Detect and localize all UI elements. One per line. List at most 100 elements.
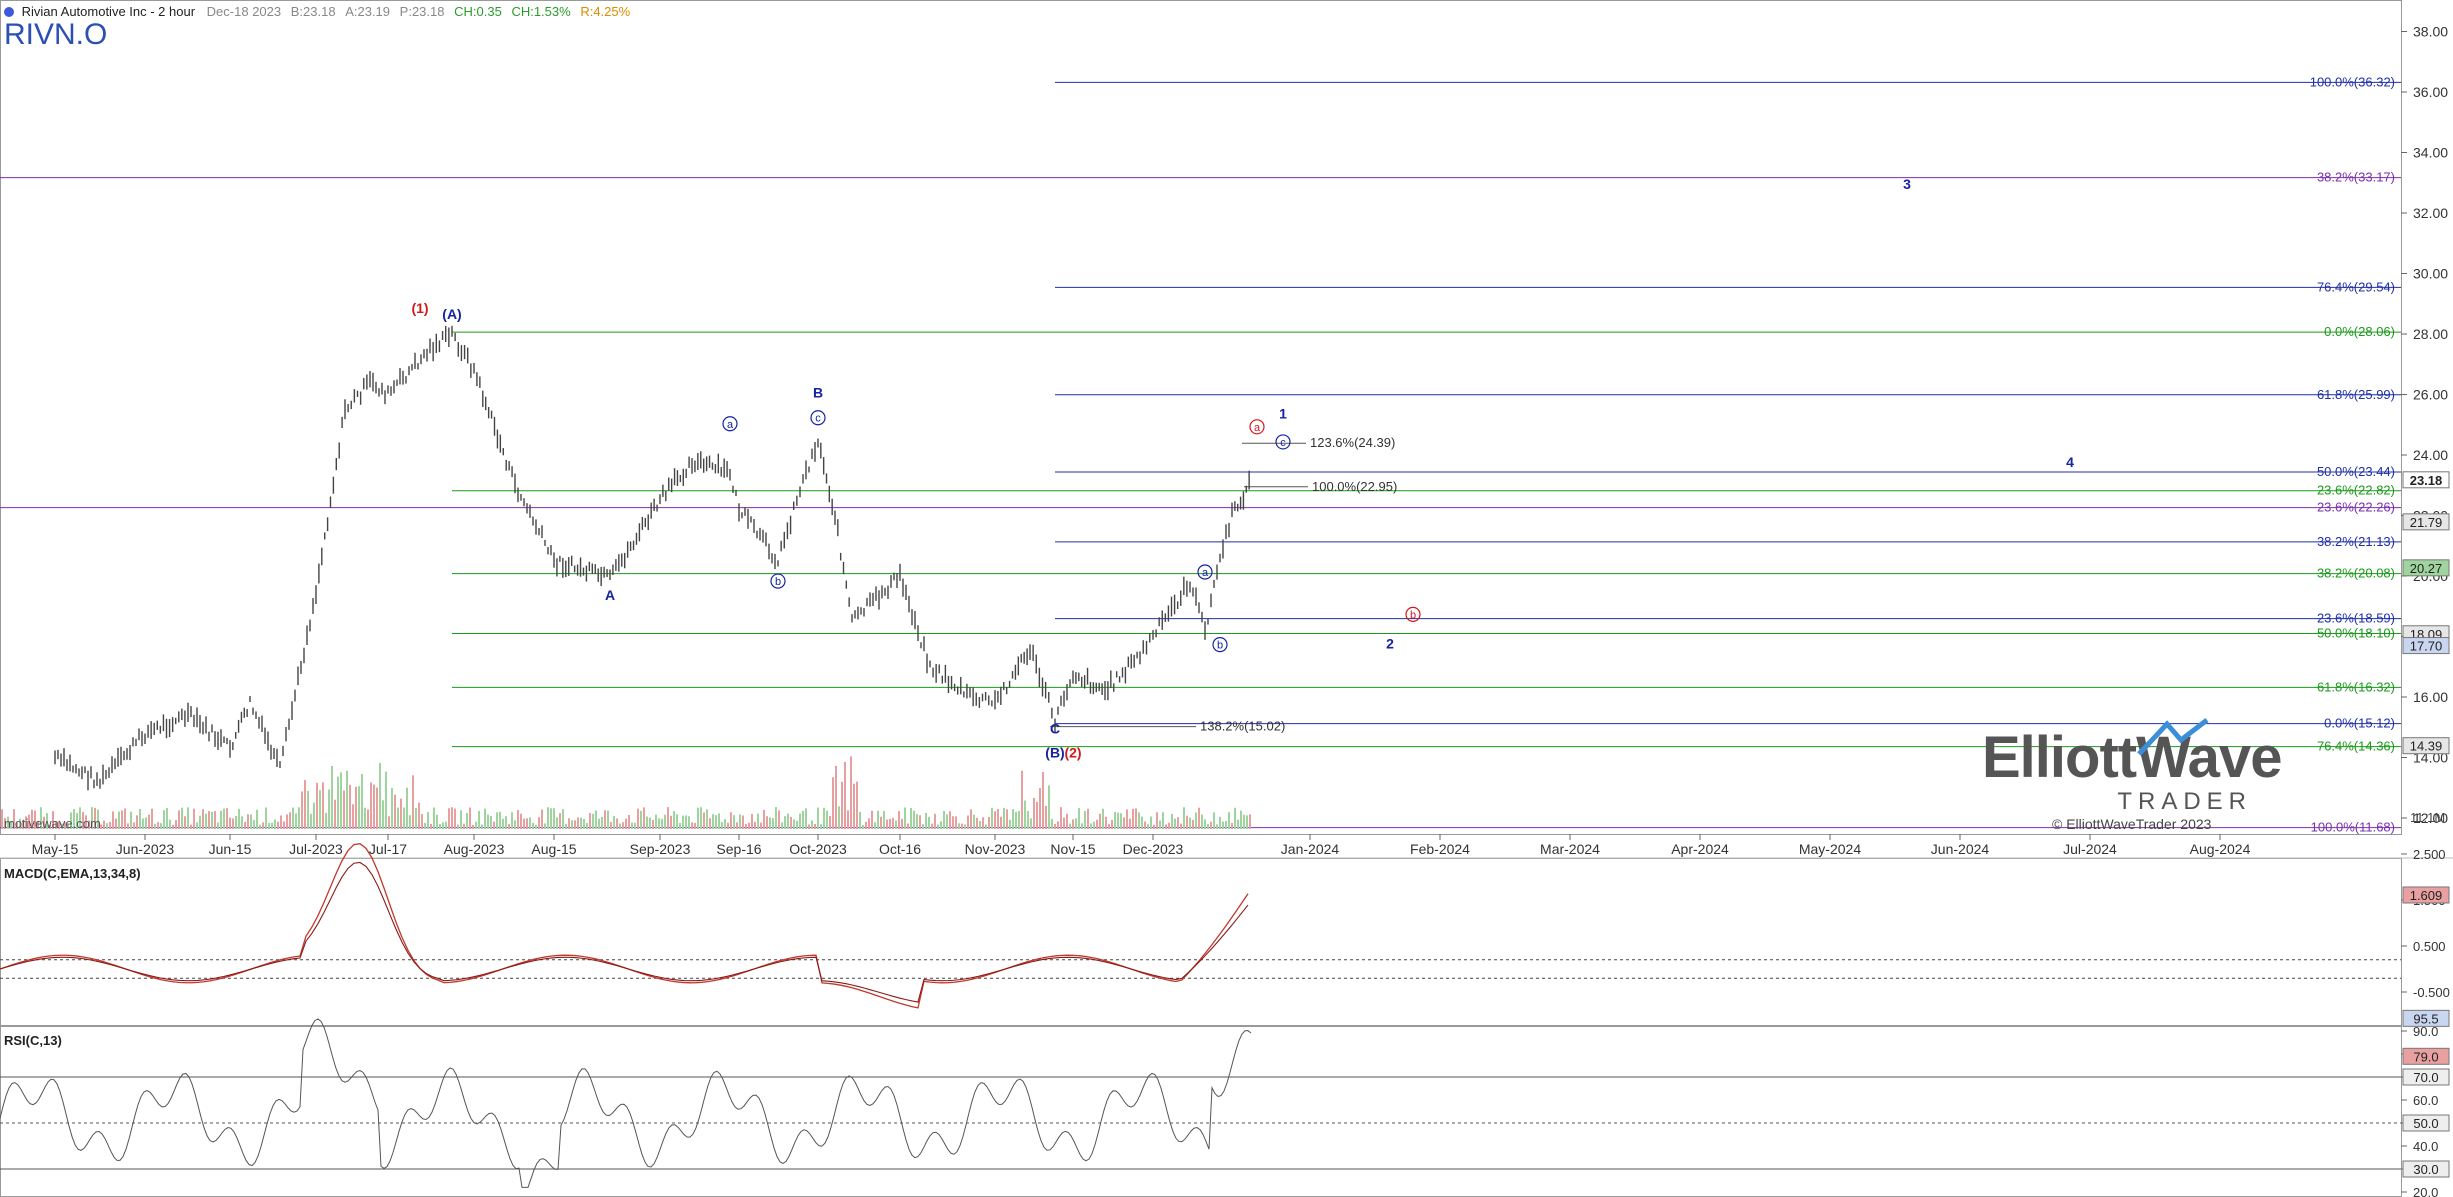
x-tick-label: Jul-2023 <box>289 841 343 857</box>
chart-header: Rivian Automotive Inc - 2 hour Dec-18 20… <box>4 4 630 19</box>
rsi-value-box <box>2402 1114 2450 1132</box>
price-tag-label: 17.70 <box>2410 639 2443 654</box>
wave-label: 3 <box>1903 176 1911 192</box>
rsi-value-tag: 70.0 <box>2413 1070 2438 1085</box>
wave-circle <box>722 416 738 432</box>
price-tag-label: 23.18 <box>2410 473 2443 488</box>
fib-label: 76.4%(14.36) <box>2317 739 2395 754</box>
price-tag-box <box>2402 559 2450 577</box>
fib-label: 50.0%(23.44) <box>2317 464 2395 479</box>
fib-label: 38.2%(33.17) <box>2317 170 2395 185</box>
price-tag-label: 14.39 <box>2410 739 2443 754</box>
x-tick-label: Dec-2023 <box>1123 841 1184 857</box>
x-tick-label: Mar-2024 <box>1540 841 1600 857</box>
wave-circle <box>1275 434 1291 450</box>
macd-tick-label: 0.500 <box>2413 939 2446 954</box>
x-tick-label: Jan-2024 <box>1281 841 1340 857</box>
wave-label: a <box>1202 567 1209 579</box>
x-tick-label: Oct-16 <box>879 841 921 857</box>
change-pct-value: CH:1.53% <box>511 4 571 19</box>
wave-circle <box>810 410 826 426</box>
fib-label: 61.8%(25.99) <box>2317 387 2395 402</box>
logo-subtitle: TRADER <box>2117 788 2252 815</box>
y-tick-label: 34.00 <box>2413 145 2448 161</box>
wave-label: (2) <box>1064 745 1081 761</box>
price-tag-box <box>2402 513 2450 531</box>
y-tick-label: 38.00 <box>2413 24 2448 40</box>
x-tick-label: Aug-2023 <box>444 841 505 857</box>
rsi-value-box <box>2402 1009 2450 1027</box>
x-tick-label: May-2024 <box>1799 841 1861 857</box>
rsi-tick-label: 90.0 <box>2413 1024 2438 1039</box>
wave-circle <box>1197 564 1213 580</box>
candles <box>54 325 1250 791</box>
y-axis: 40.0038.0036.0034.0032.0030.0028.0026.00… <box>2401 24 2448 826</box>
y-tick-label: 36.00 <box>2413 84 2448 100</box>
macd-tick-label: 2.500 <box>2413 847 2446 862</box>
fib-label: 100.0%(36.32) <box>2310 74 2395 89</box>
price-tag-label: 20.27 <box>2410 561 2443 576</box>
y-tick-label: 12.00 <box>2413 810 2448 826</box>
macd-value-tag: 1.609 <box>2410 888 2443 903</box>
x-tick-label: Sep-2023 <box>630 841 691 857</box>
rsi-tick-label: 60.0 <box>2413 1093 2438 1108</box>
x-tick-label: Aug-2024 <box>2190 841 2251 857</box>
ticker-symbol: RIVN.O <box>4 18 108 51</box>
x-tick-label: Feb-2024 <box>1410 841 1470 857</box>
x-tick-label: Sep-16 <box>716 841 761 857</box>
rsi-value-box <box>2402 1047 2450 1065</box>
y-tick-label: 32.00 <box>2413 205 2448 221</box>
bid-value: B:23.18 <box>290 4 336 19</box>
wave-label: a <box>1254 422 1261 434</box>
x-tick-label: Jun-2023 <box>116 841 175 857</box>
wave-label: (B) <box>1045 745 1064 761</box>
extension-label: 100.0%(22.95) <box>1312 479 1397 494</box>
instrument-title: Rivian Automotive Inc - 2 hour <box>21 4 196 19</box>
extension-label: 138.2%(15.02) <box>1200 719 1285 734</box>
ask-value: A:23.19 <box>345 4 391 19</box>
fib-label: 23.6%(22.26) <box>2317 500 2395 515</box>
macd-line <box>0 843 1249 1009</box>
wave-circle <box>1405 606 1421 622</box>
wave-label: b <box>1217 640 1223 652</box>
x-tick-label: Jun-2024 <box>1931 841 1990 857</box>
wave-label: 2 <box>1386 636 1394 652</box>
price-tag-box <box>2402 637 2450 655</box>
wave-label: 1 <box>1279 406 1287 422</box>
fib-label: 100.0%(11.68) <box>2311 820 2395 835</box>
wave-circle <box>1249 419 1265 435</box>
logo-copyright: © ElliottWaveTrader 2023 <box>2052 816 2212 832</box>
wave-label: B <box>813 385 823 401</box>
rsi-title: RSI(C,13) <box>4 1033 62 1048</box>
y-tick-label: 28.00 <box>2413 326 2448 342</box>
wave-labels: (1) (A) a Bc b A C (B) (2) a b a 1 c b 2 3 4 <box>411 176 2074 761</box>
price-panel-border <box>0 0 2402 835</box>
range-value: R:4.25% <box>580 4 631 19</box>
y-tick-label: 26.00 <box>2413 387 2448 403</box>
rsi-value-box <box>2402 1068 2450 1086</box>
macd-tick-label: -0.500 <box>2413 985 2450 1000</box>
y-tick-label: 30.00 <box>2413 266 2448 282</box>
wave-label: c <box>815 413 821 425</box>
rsi-tick-label: 20.0 <box>2413 1185 2438 1197</box>
price-tag-box <box>2402 737 2450 755</box>
extension-labels: 123.6%(24.39) 100.0%(22.95) 138.2%(15.02) <box>1050 435 1397 734</box>
wave-label: (A) <box>442 306 461 322</box>
x-tick-label: Jul-17 <box>369 841 407 857</box>
wave-label: (1) <box>411 300 428 316</box>
x-tick-label: Jul-2024 <box>2063 841 2117 857</box>
wave-circle <box>1212 636 1228 653</box>
wave-circle <box>770 573 786 589</box>
price-tag-label: 21.79 <box>2410 515 2443 530</box>
rsi-value-tag: 79.0 <box>2413 1049 2438 1064</box>
rsi-value-tag: 50.0 <box>2413 1116 2438 1131</box>
wave-label: 4 <box>2066 454 2074 470</box>
fib-levels: 100.0%(36.32) 38.2%(33.17) 76.4%(29.54) 0.0… <box>452 74 2401 835</box>
rsi-line <box>0 1018 1252 1188</box>
x-tick-label: Aug-15 <box>531 841 576 857</box>
x-axis: May-15 Jun-2023 Jun-15 Jul-2023 Jul-17 Aug-20… <box>32 834 2251 857</box>
extension-label: 123.6%(24.39) <box>1310 435 1395 450</box>
